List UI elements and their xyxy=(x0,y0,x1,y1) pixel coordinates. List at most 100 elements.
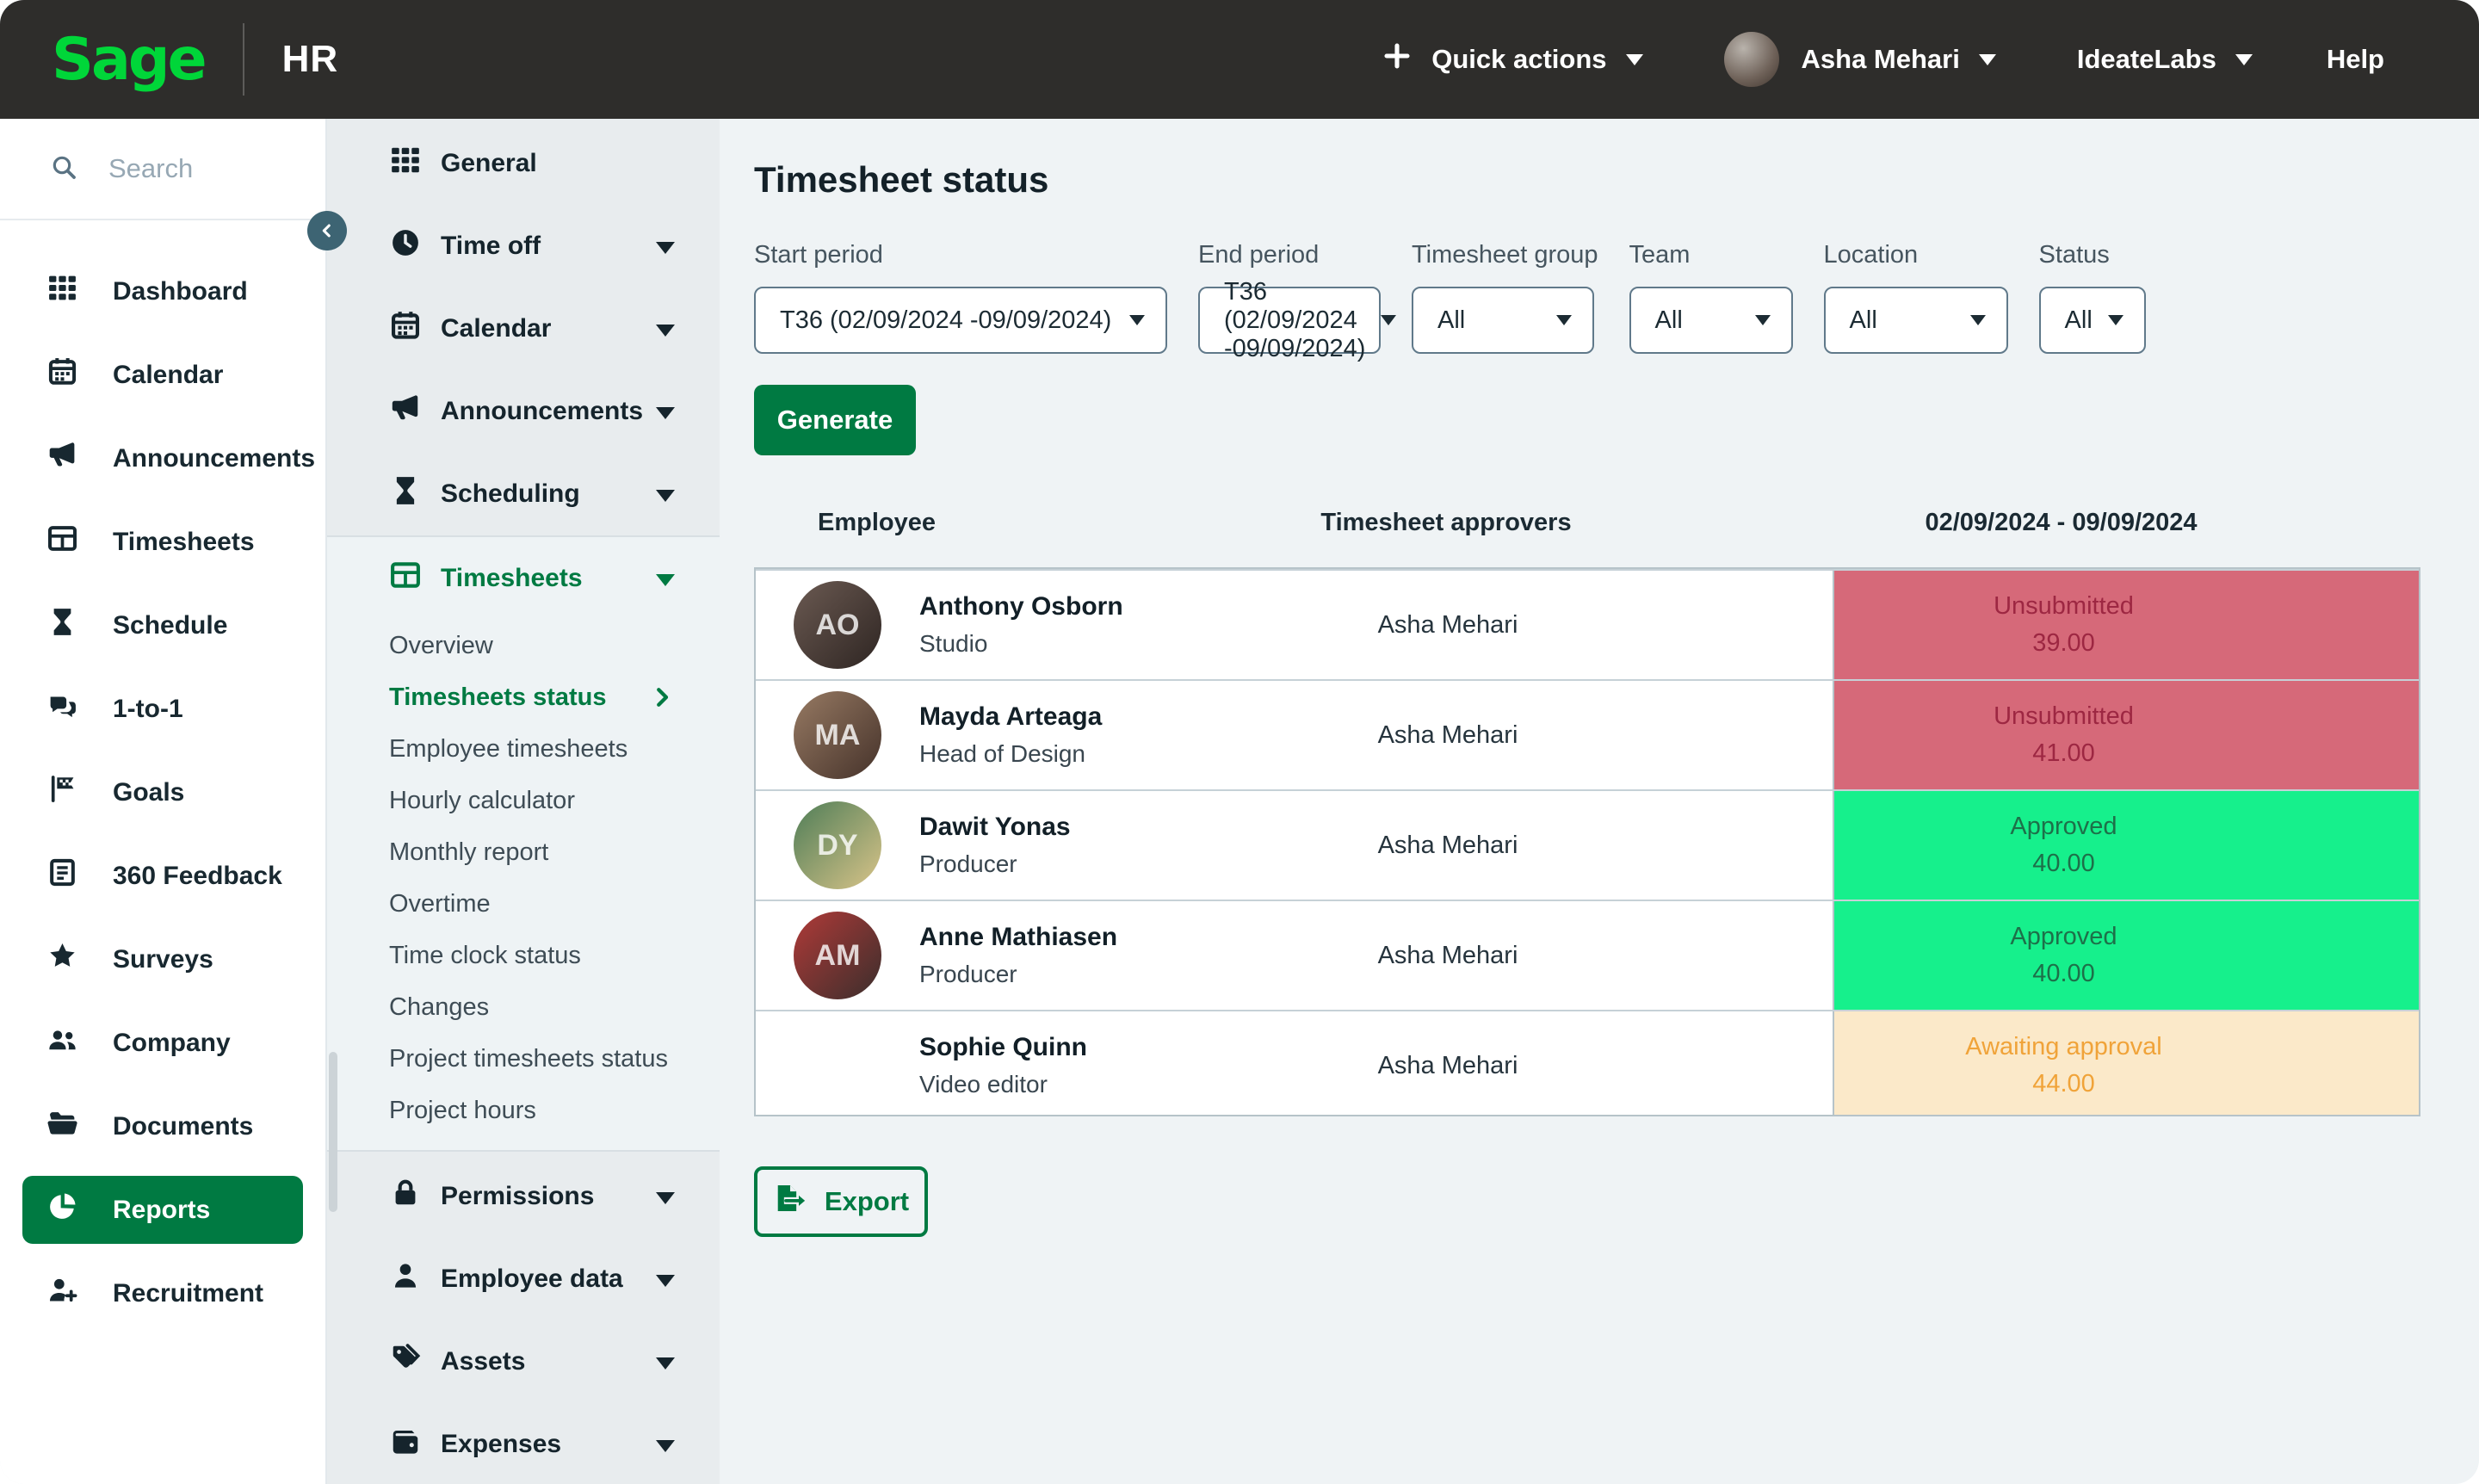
sidebar-scrollbar-thumb[interactable] xyxy=(329,1052,337,1212)
submenu-item-hourly-calculator[interactable]: Hourly calculator xyxy=(327,775,720,826)
submenu-item-label: Changes xyxy=(389,992,490,1021)
sidebar-collapse-button[interactable] xyxy=(307,211,347,250)
spacer-cell xyxy=(1723,571,1833,679)
filter-select[interactable]: All xyxy=(1629,287,1793,354)
main-content: Timesheet status Start period T36 (02/09… xyxy=(720,119,2479,1484)
status-label: Unsubmitted xyxy=(1994,702,2134,730)
filter-select-value: All xyxy=(1849,306,1877,334)
status-cell: Approved 40.00 xyxy=(1833,901,2419,1010)
sidebar-item-1-to-1[interactable]: 1-to-1 xyxy=(0,667,325,751)
employee-cell: MA Mayda Arteaga Head of Design xyxy=(756,681,1172,789)
spacer-cell xyxy=(1723,681,1833,789)
sidebar-item-label: Schedule xyxy=(113,610,228,640)
subnav-item-assets[interactable]: Assets xyxy=(327,1320,720,1403)
calendar-icon xyxy=(389,309,422,349)
status-label: Approved xyxy=(2010,923,2117,950)
subnav-item-label: Calendar xyxy=(441,314,552,343)
filter: End period T36 (02/09/2024 -09/09/2024) xyxy=(1198,240,1397,362)
sidebar-item-dashboard[interactable]: Dashboard xyxy=(0,250,325,333)
sidebar-item-360-feedback[interactable]: 360 Feedback xyxy=(0,834,325,918)
submenu-item-overtime[interactable]: Overtime xyxy=(327,878,720,930)
submenu-item-label: Project timesheets status xyxy=(389,1044,668,1073)
subnav-item-general[interactable]: General xyxy=(327,122,720,205)
grid-icon xyxy=(46,272,78,311)
submenu-item-changes[interactable]: Changes xyxy=(327,981,720,1033)
export-button[interactable]: Export xyxy=(754,1166,928,1237)
sidebar-item-company[interactable]: Company xyxy=(0,1001,325,1085)
chevron-down-icon xyxy=(1754,315,1771,325)
status-hours: 40.00 xyxy=(2032,960,2095,987)
chevron-down-icon xyxy=(656,1182,675,1211)
table-row: SQ Sophie Quinn Video editor Asha Mehari… xyxy=(756,1010,2419,1115)
spacer-cell xyxy=(1723,791,1833,900)
status-label: Awaiting approval xyxy=(1965,1033,2162,1060)
hourglass-icon xyxy=(389,474,422,514)
sidebar-item-recruitment[interactable]: Recruitment xyxy=(0,1252,325,1335)
lock-icon xyxy=(389,1177,422,1216)
sidebar-item-announcements[interactable]: Announcements xyxy=(0,417,325,500)
submenu-item-overview[interactable]: Overview xyxy=(327,620,720,671)
timesheets-section: Timesheets Overview Timesheets status xyxy=(327,535,720,1152)
filter-select[interactable]: All xyxy=(1412,287,1594,354)
help-link[interactable]: Help xyxy=(2326,44,2384,74)
chevron-down-icon xyxy=(2235,53,2253,65)
calendar-icon xyxy=(46,356,78,394)
submenu-item-timesheets-status[interactable]: Timesheets status xyxy=(327,671,720,723)
filter-label: Team xyxy=(1629,241,1691,269)
employee-cell: SQ Sophie Quinn Video editor xyxy=(756,1011,1172,1115)
quick-actions-button[interactable]: Quick actions xyxy=(1382,40,1643,78)
submenu-item-label: Monthly report xyxy=(389,838,549,866)
sidebar-item-label: Recruitment xyxy=(113,1278,264,1308)
chevron-down-icon xyxy=(656,564,675,593)
search-input[interactable] xyxy=(107,152,287,185)
employee-role: Studio xyxy=(919,630,988,657)
generate-button[interactable]: Generate xyxy=(754,385,916,455)
approver-cell: Asha Mehari xyxy=(1377,1051,1518,1079)
table-icon xyxy=(389,559,422,598)
approver-cell: Asha Mehari xyxy=(1377,831,1518,859)
subnav-item-scheduling[interactable]: Scheduling xyxy=(327,453,720,535)
status-cell: Approved 40.00 xyxy=(1833,791,2419,900)
subnav-item-announcements[interactable]: Announcements xyxy=(327,370,720,453)
submenu-item-monthly-report[interactable]: Monthly report xyxy=(327,826,720,878)
chevron-down-icon xyxy=(1969,315,1986,325)
submenu-item-project-timesheets-status[interactable]: Project timesheets status xyxy=(327,1033,720,1085)
quick-actions-label: Quick actions xyxy=(1431,44,1607,74)
filter-select[interactable]: All xyxy=(2038,287,2146,354)
filter-label: Location xyxy=(1823,241,1919,269)
submenu-item-project-hours[interactable]: Project hours xyxy=(327,1085,720,1136)
submenu-item-employee-timesheets[interactable]: Employee timesheets xyxy=(327,723,720,775)
subnav-item-permissions[interactable]: Permissions xyxy=(327,1155,720,1238)
chevron-down-icon xyxy=(656,314,675,343)
subnav-item-expenses[interactable]: Expenses xyxy=(327,1403,720,1484)
company-menu-button[interactable]: IdeateLabs xyxy=(2077,44,2253,75)
sidebar-item-timesheets[interactable]: Timesheets xyxy=(0,500,325,584)
sidebar-item-reports[interactable]: Reports xyxy=(22,1176,303,1244)
filter-select-value: T36 (02/09/2024 -09/09/2024) xyxy=(780,306,1112,334)
chevron-down-icon xyxy=(2107,315,2124,325)
chevron-down-icon xyxy=(656,1347,675,1376)
filter: Location All xyxy=(1823,240,2008,354)
employee-name: Anne Mathiasen xyxy=(919,923,1118,951)
subnav-item-label: Time off xyxy=(441,232,541,260)
subnav-item-timesheets[interactable]: Timesheets xyxy=(327,537,720,620)
sidebar-item-calendar[interactable]: Calendar xyxy=(0,333,325,417)
employee-role: Producer xyxy=(919,961,1017,987)
sidebar-item-documents[interactable]: Documents xyxy=(0,1085,325,1168)
sidebar-item-schedule[interactable]: Schedule xyxy=(0,584,325,667)
user-avatar[interactable] xyxy=(1723,32,1779,87)
subnav-item-time-off[interactable]: Time off xyxy=(327,205,720,288)
filter-select[interactable]: T36 (02/09/2024 -09/09/2024) xyxy=(1198,278,1397,362)
filter-select[interactable]: T36 (02/09/2024 -09/09/2024) xyxy=(754,287,1167,354)
filter-select[interactable]: All xyxy=(1823,287,2008,354)
user-menu-button[interactable]: Asha Mehari xyxy=(1802,44,1996,75)
primary-nav: Dashboard Calendar Announcements Timeshe… xyxy=(0,250,325,1335)
spacer-cell xyxy=(1723,1011,1833,1115)
submenu-item-time-clock-status[interactable]: Time clock status xyxy=(327,930,720,981)
subnav-item-employee-data[interactable]: Employee data xyxy=(327,1238,720,1320)
sidebar-item-surveys[interactable]: Surveys xyxy=(0,918,325,1001)
subnav-item-calendar[interactable]: Calendar xyxy=(327,288,720,370)
sidebar-item-goals[interactable]: Goals xyxy=(0,751,325,834)
avatar: AM xyxy=(794,912,881,999)
employee-cell: AM Anne Mathiasen Producer xyxy=(756,901,1172,1010)
